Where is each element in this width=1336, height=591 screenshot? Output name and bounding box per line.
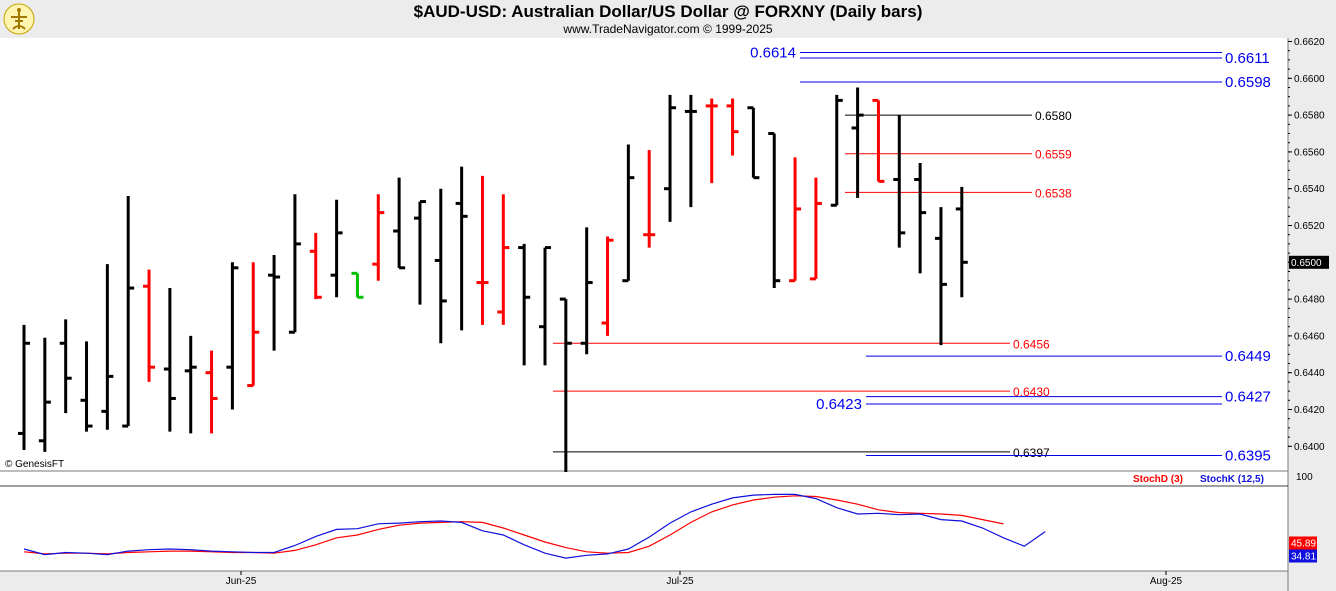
ohlc-bar [268,254,281,351]
y-tick-label: 0.6600 [1294,74,1325,85]
osc-value-label: 45.89 [1291,539,1316,550]
ohlc-bar [726,98,739,156]
osc-value-box [1289,549,1317,563]
level-label: 0.6538 [1035,186,1072,200]
chart-subtitle: www.TradeNavigator.com © 1999-2025 [563,22,773,36]
ohlc-bar [18,324,30,450]
y-tick-label: 0.6580 [1294,111,1325,122]
ohlc-bar [747,106,760,180]
y-tick-label: 0.6540 [1294,184,1325,195]
level-label: 0.6395 [1225,448,1271,465]
level-label: 0.6611 [1225,50,1270,67]
osc-value-label: 34.81 [1291,552,1316,563]
y-tick-label: 0.6480 [1294,295,1325,306]
ohlc-bar [559,297,572,473]
y-tick-label: 0.6400 [1294,442,1325,453]
osc-legend-label: StochK (12,5) [1200,474,1264,485]
ohlc-bar [872,98,885,183]
price-panel [0,38,1288,471]
ohlc-bar [163,288,176,432]
last-price-label: 0.6500 [1291,258,1322,269]
y-tick-label: 0.6560 [1294,147,1325,158]
level-lines: 0.6614 0.6611 0.6598 0.6580 0.6559 0.6538 0.64… [553,45,1271,465]
ohlc-bar [309,232,322,300]
level-label: 0.6427 [1225,389,1271,406]
ohlc-bar [809,177,822,281]
ohlc-bar [768,132,781,289]
last-price-box [1289,255,1329,269]
y-tick-label: 0.6620 [1294,37,1325,48]
ohlc-bar [434,188,447,344]
chart-background [0,38,1289,591]
level-label: 0.6614 [750,45,796,62]
level-label: 0.6598 [1225,74,1271,91]
ohlc-bar [330,199,343,298]
ohlc-bar [455,166,468,331]
ohlc-bar [226,262,239,410]
y-tick-label: 0.6460 [1294,331,1325,342]
ohlc-bar [38,337,51,452]
ohlc-bar [247,262,260,388]
osc-legend-label: StochD (3) [1133,474,1183,485]
ohlc-bar [351,271,364,299]
level-label: 0.6456 [1013,337,1050,351]
level-label: 0.6449 [1225,348,1271,365]
x-tick-label: Aug-25 [1150,576,1183,587]
ohlc-bar [59,319,72,414]
chart-title: $AUD-USD: Australian Dollar/US Dollar @ … [413,2,923,21]
trade-navigator-logo-icon [3,3,35,35]
osc-value-box [1289,536,1317,550]
ohlc-bar [914,162,927,274]
ohlc-bar [789,157,802,283]
ohlc-bar [705,98,718,184]
y-tick-label: 0.6440 [1294,368,1325,379]
ohlc-bar [851,87,864,198]
ohlc-bar [122,196,135,428]
y-tick-label: 0.6420 [1294,405,1325,416]
level-label: 0.6397 [1013,446,1050,460]
osc-y-label: 100 [1296,472,1313,483]
ohlc-bar [643,150,656,248]
ohlc-bar [205,350,218,434]
genesis-credit: © GenesisFT [5,459,64,470]
ohlc-bar [580,227,593,355]
ohlc-bar [143,269,156,382]
ohlc-bar [497,194,510,325]
level-label: 0.6559 [1035,148,1072,162]
ohlc-bar [955,186,968,298]
osc-series-line [23,495,1004,555]
ohlc-bar [684,94,697,208]
ohlc-bar [413,200,426,305]
axis-layer: 0.6620 0.6600 0.6580 0.6560 0.6540 0.6520 0.65… [226,37,1329,587]
x-tick-label: Jun-25 [226,576,257,587]
ohlc-bar [80,341,93,432]
ohlc-bar [934,207,947,346]
ohlc-bar [101,264,114,430]
ohlc-bar [476,175,489,325]
ohlc-bar [184,335,197,434]
ohlc-bar [539,246,551,366]
ohlc-bar [601,236,614,336]
price-bars [18,87,968,473]
ohlc-bar [893,115,906,248]
ohlc-bar [372,194,385,281]
level-label: 0.6423 [816,396,862,413]
osc-series-line [23,493,1046,559]
ohlc-bar [830,94,843,207]
y-tick-label: 0.6520 [1294,221,1325,232]
x-tick-label: Jul-25 [666,576,694,587]
oscillator-panel: 100 StochD (3) 45.89 StochK (12,5) 34.81 [0,472,1317,563]
ohlc-bar [393,177,406,270]
ohlc-bar [664,94,677,222]
level-label: 0.6580 [1035,109,1072,123]
oscillator-panel-bg [0,471,1288,571]
level-label: 0.6430 [1013,385,1050,399]
ohlc-bar [288,194,301,334]
ohlc-bar [518,243,531,366]
ohlc-bar [622,144,635,283]
chart-header: $AUD-USD: Australian Dollar/US Dollar @ … [0,0,1336,38]
